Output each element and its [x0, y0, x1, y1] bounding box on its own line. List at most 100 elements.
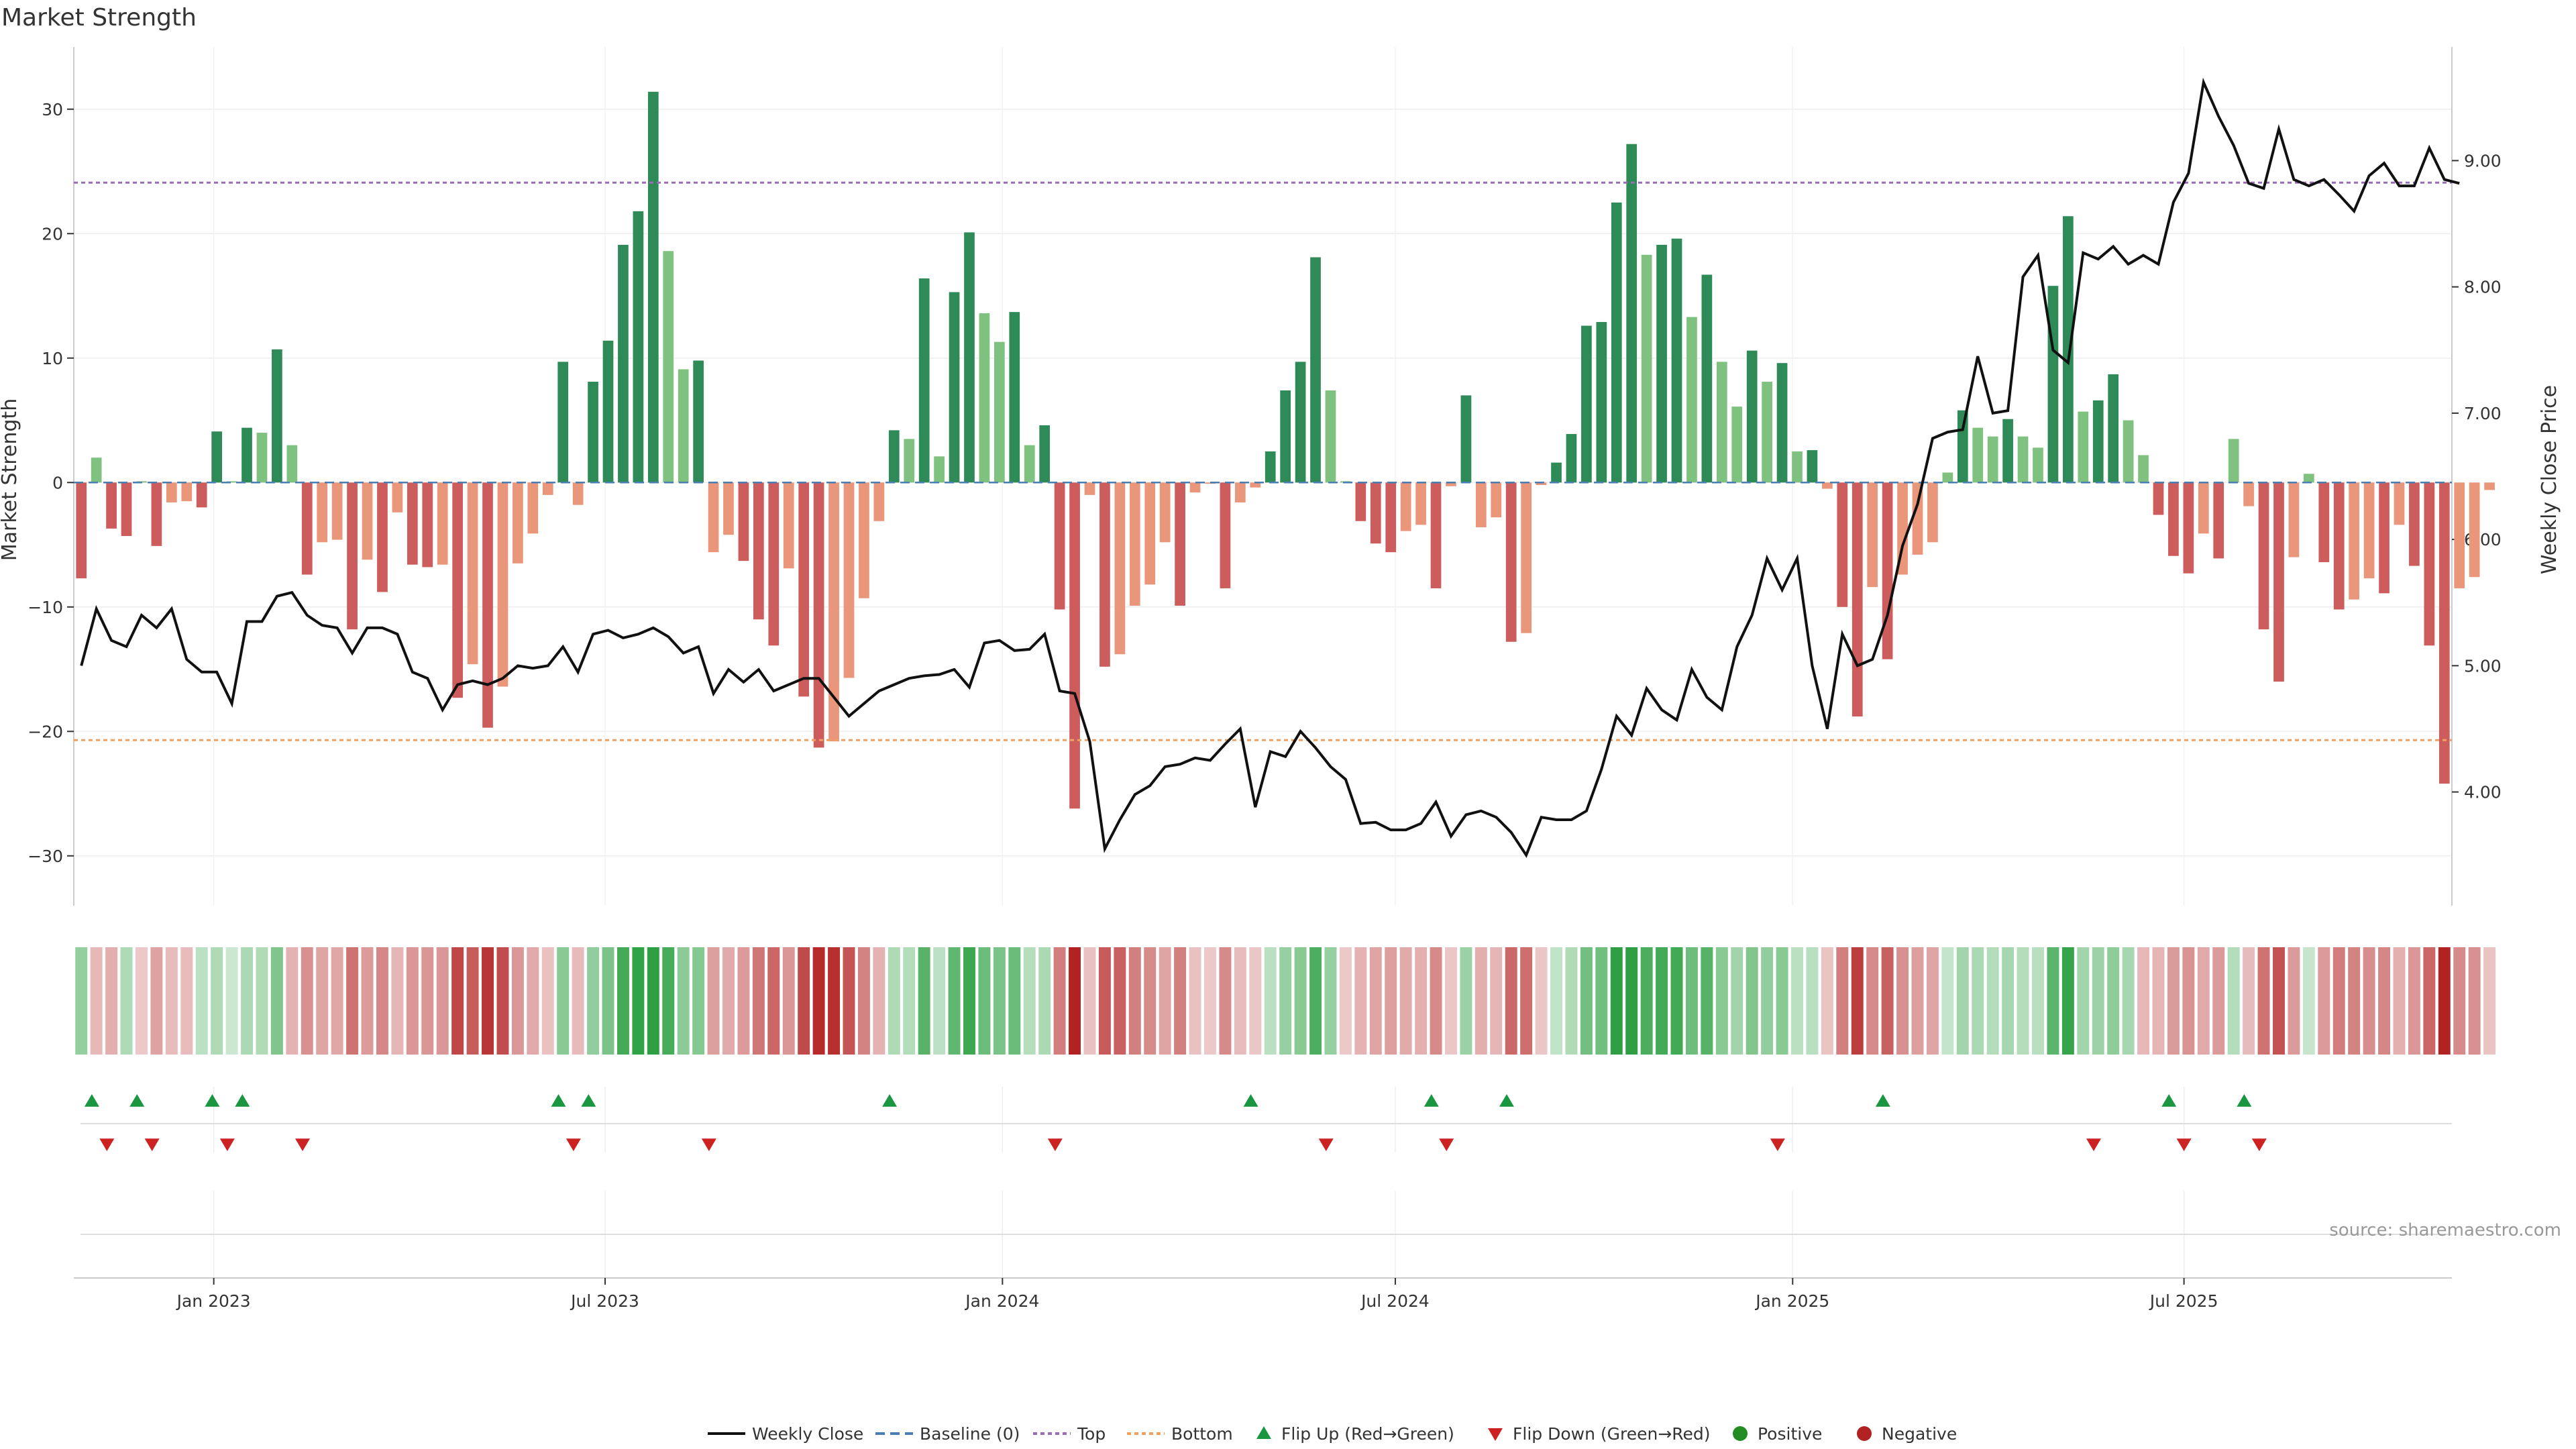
heat-cell: [1219, 947, 1232, 1055]
strength-bar: [2228, 439, 2239, 483]
strength-bar: [317, 482, 328, 543]
strength-bar: [2303, 474, 2314, 483]
heat-cell: [2197, 947, 2210, 1055]
heat-cell: [1324, 947, 1337, 1055]
heat-cell: [75, 947, 88, 1055]
flip-down-marker: [1770, 1138, 1785, 1151]
strength-bar: [76, 482, 87, 579]
strength-bar: [708, 482, 719, 553]
legend-swatch-dot: [1733, 1426, 1748, 1441]
heat-cell: [1038, 947, 1051, 1055]
strength-bar: [1746, 350, 1758, 483]
strength-bar: [2033, 447, 2043, 483]
y-tick-label: −20: [28, 722, 63, 741]
strength-bar: [331, 482, 343, 540]
flip-up-marker: [581, 1094, 596, 1107]
strength-bar: [828, 482, 839, 742]
strength-bar: [1175, 482, 1185, 606]
strength-bar: [1762, 382, 1772, 483]
x-tick-label: Jul 2025: [2149, 1291, 2218, 1311]
strength-bar: [226, 481, 237, 483]
x-tick-label: Jan 2025: [1754, 1291, 1829, 1311]
heat-cell: [1279, 947, 1292, 1055]
heat-cell: [256, 947, 268, 1055]
strength-bar: [588, 382, 598, 483]
strength-bar: [1430, 482, 1442, 588]
strength-bar: [1611, 202, 1622, 483]
strength-bar: [1581, 325, 1592, 483]
heat-cell: [1339, 947, 1352, 1055]
x-tick-label: Jan 2024: [964, 1291, 1039, 1311]
strength-bar: [2333, 482, 2345, 610]
strength-bar: [1114, 482, 1126, 655]
strength-bar: [888, 430, 900, 483]
y-tick-label: −10: [28, 598, 63, 617]
heat-cell: [1610, 947, 1623, 1055]
heat-cell: [1986, 947, 1999, 1055]
heat-cell: [812, 947, 825, 1055]
heat-cell: [2273, 947, 2285, 1055]
strength-bar: [2092, 400, 2104, 483]
heat-cell: [2092, 947, 2104, 1055]
flip-up-marker: [1499, 1094, 1514, 1107]
strength-bar: [347, 482, 358, 630]
lower-panel: [74, 1191, 2452, 1279]
heat-cell: [692, 947, 705, 1055]
heat-cell: [1144, 947, 1157, 1055]
heat-cell: [1701, 947, 1713, 1055]
heat-cell: [1746, 947, 1758, 1055]
strength-bar: [211, 431, 223, 483]
strength-bar: [1776, 363, 1788, 483]
flip-up-marker: [2161, 1094, 2177, 1107]
strength-bar: [1446, 482, 1456, 486]
legend-swatch-flip-up: [1256, 1426, 1271, 1439]
strength-bar: [1867, 482, 1878, 588]
heat-cell: [1159, 947, 1171, 1055]
strength-bar: [2484, 482, 2495, 490]
strength-bar: [1927, 482, 1938, 543]
heat-cell: [2453, 947, 2466, 1055]
heat-cell: [677, 947, 690, 1055]
strength-bar: [2258, 482, 2269, 630]
flip-up-marker: [1424, 1094, 1439, 1107]
heat-cell: [2468, 947, 2481, 1055]
heat-cell: [1520, 947, 1533, 1055]
strength-bar: [1024, 445, 1035, 483]
heat-cell: [2077, 947, 2090, 1055]
strength-bar: [1837, 482, 1848, 607]
strength-bar: [2454, 482, 2465, 588]
strength-bar: [1189, 482, 1201, 493]
heat-cell: [1490, 947, 1503, 1055]
heat-cell: [616, 947, 629, 1055]
heat-cell: [888, 947, 900, 1055]
strength-bar: [934, 456, 945, 483]
strength-bar: [1671, 238, 1682, 483]
x-tick-label: Jan 2023: [176, 1291, 251, 1311]
strength-bar: [813, 482, 824, 748]
flip-down-marker: [99, 1138, 115, 1151]
strength-bar: [768, 482, 780, 646]
heat-cell: [436, 947, 449, 1055]
chart-title: Market Strength: [1, 4, 197, 32]
strength-bar: [1265, 451, 1276, 483]
heat-cell: [1656, 947, 1668, 1055]
heat-cell: [1956, 947, 1969, 1055]
heat-cell: [1354, 947, 1367, 1055]
heat-cell: [1836, 947, 1849, 1055]
strength-bar: [1897, 482, 1908, 575]
flip-markers: [80, 1087, 2452, 1152]
heat-cell: [2483, 947, 2496, 1055]
strength-bar: [1475, 482, 1487, 528]
strength-bar: [1491, 482, 1502, 518]
strength-bar: [2153, 482, 2164, 515]
legend-label: Positive: [1758, 1424, 1822, 1444]
heat-cell: [225, 947, 238, 1055]
strength-bar: [2198, 482, 2209, 534]
heat-cell: [406, 947, 419, 1055]
strength-bar: [1295, 362, 1306, 483]
strength-bar: [2078, 411, 2089, 483]
strength-bar: [783, 482, 794, 569]
heat-cell: [346, 947, 359, 1055]
heat-cell: [2318, 947, 2330, 1055]
heat-cell: [2167, 947, 2180, 1055]
